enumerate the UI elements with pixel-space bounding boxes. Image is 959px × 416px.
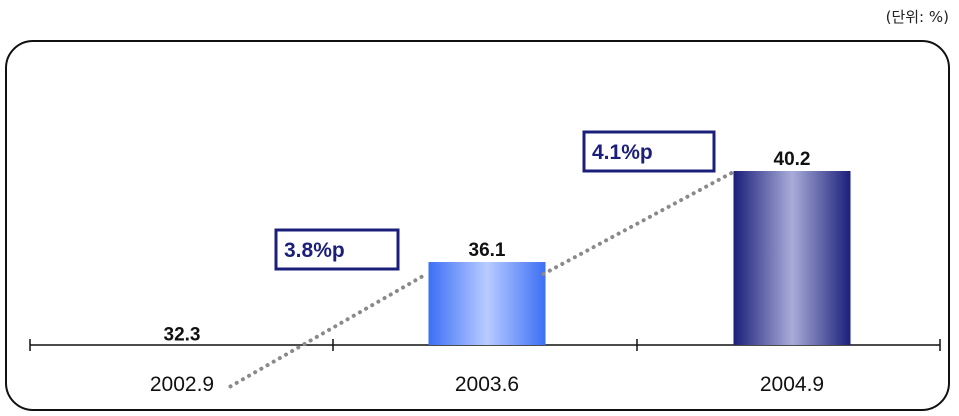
annotation-label-1: 3.8%p [284, 239, 345, 262]
unit-label: (단위: %) [885, 8, 949, 26]
value-label-2003.6: 36.1 [469, 240, 506, 261]
annotation-box-2 [582, 130, 716, 173]
annotation-box-1 [274, 228, 400, 271]
bar-2003.6 [428, 262, 546, 345]
x-tick-label-2003.6: 2003.6 [455, 373, 519, 396]
x-tick-label-2004.9: 2004.9 [760, 373, 824, 396]
bar-2004.9 [733, 171, 851, 345]
value-label-2004.9: 40.2 [774, 149, 811, 170]
trend-line-1 [228, 272, 429, 389]
trend-line-2 [541, 171, 734, 277]
value-label-2002.9: 32.3 [164, 324, 201, 345]
annotation-label-2: 4.1%p [592, 141, 653, 164]
x-tick-label-2002.9: 2002.9 [150, 373, 214, 396]
